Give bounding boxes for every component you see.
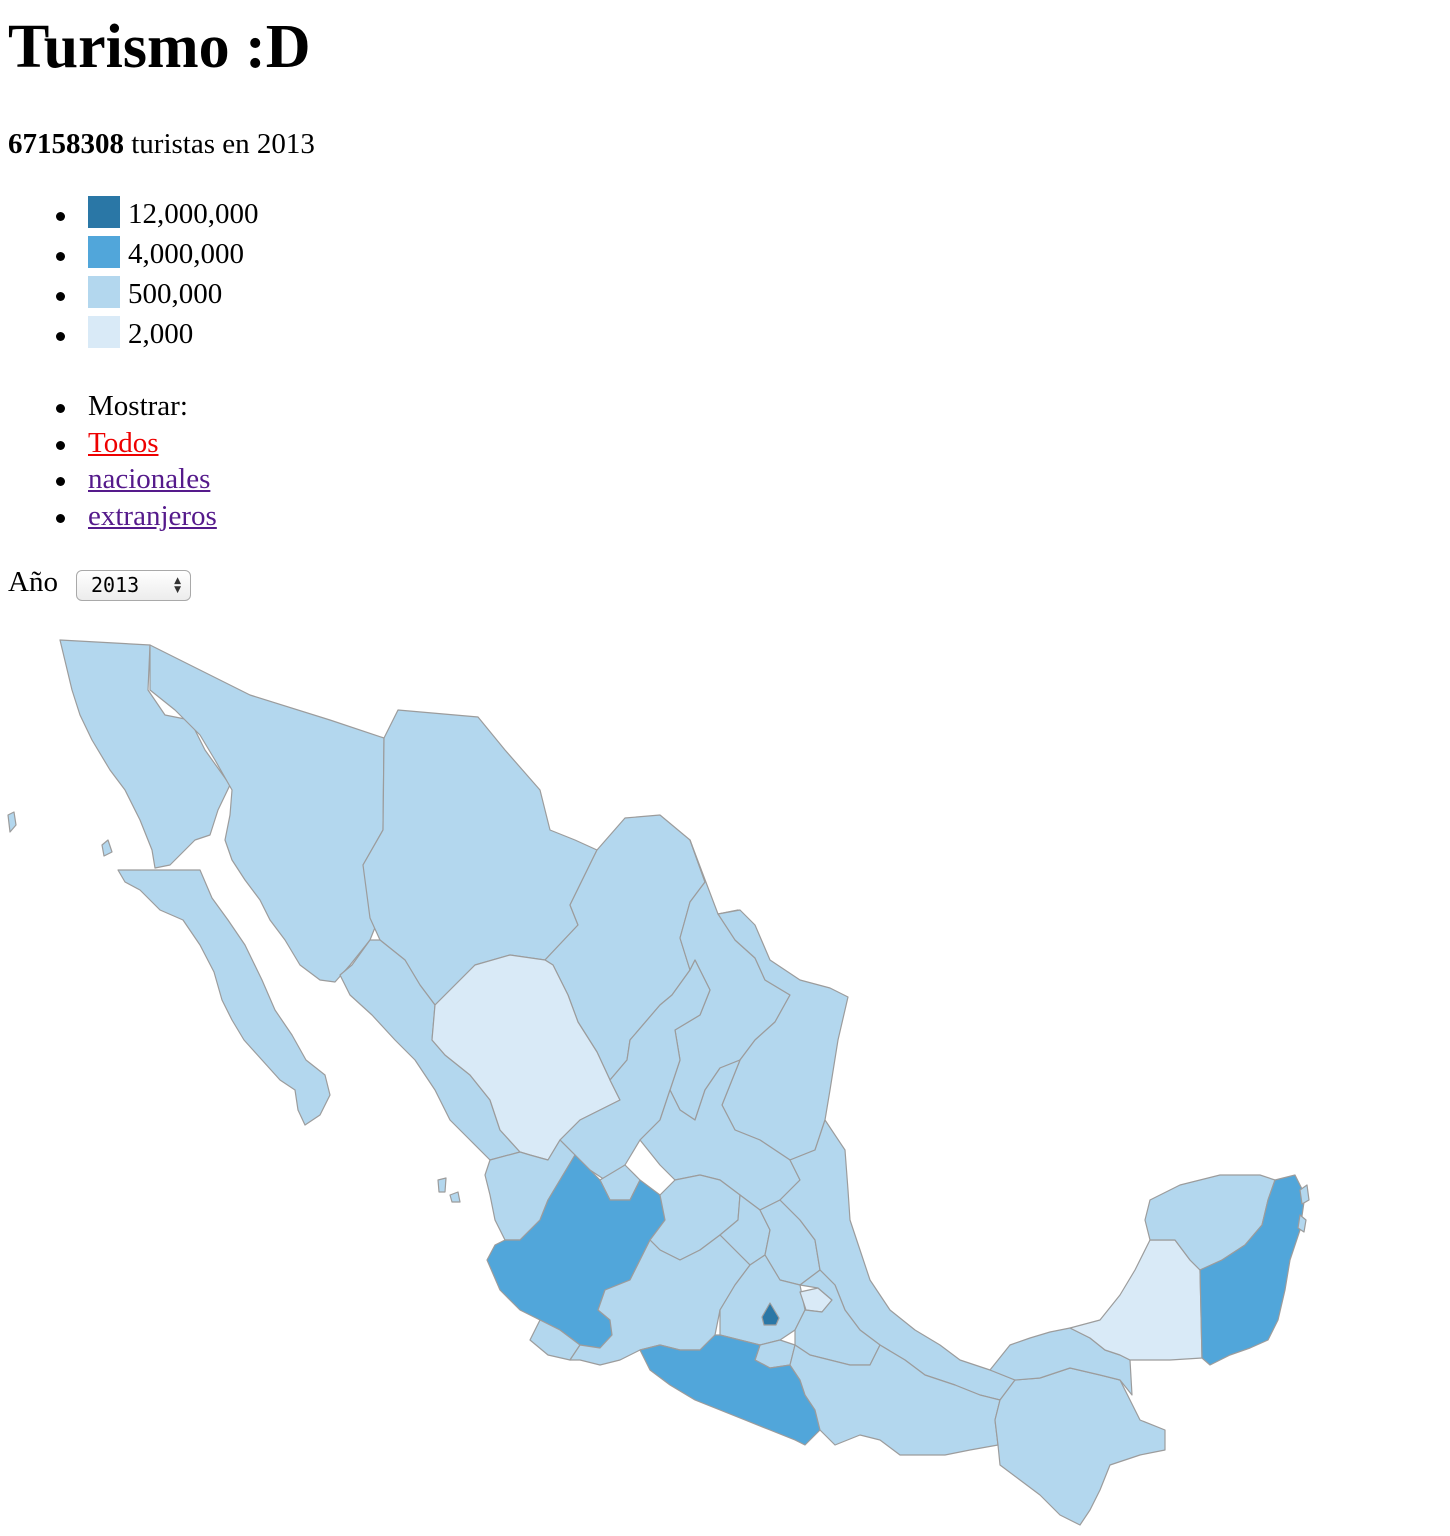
legend-label: 12,000,000 [128,198,259,230]
bullet-icon [56,332,65,341]
tourist-summary: 67158308 turistas en 2013 [8,128,315,161]
filter-item: extranjeros [0,500,217,537]
tourist-summary-suffix: turistas en 2013 [131,128,315,160]
state-ciudad-de-mexico[interactable] [761,1302,780,1326]
filter-link-extranjeros[interactable]: extranjeros [88,499,217,532]
bullet-icon [56,513,65,523]
bullet-icon [56,212,65,221]
island [1297,1214,1307,1233]
year-select-value: 2013 [91,573,140,597]
island [101,839,113,857]
bullet-icon [56,292,65,301]
island [1299,1184,1310,1205]
bullet-icon [56,440,65,450]
legend-label: 4,000,000 [128,238,244,270]
island [449,1191,461,1203]
year-select[interactable]: 2013 ▲ ▼ [76,570,191,601]
legend-item: 2,000 [0,316,193,356]
filter-heading-item: Mostrar: [0,390,217,427]
legend-item: 500,000 [0,276,222,316]
state-chiapas[interactable] [994,1367,1166,1526]
filter-list: Mostrar: Todos nacionales extranjeros [0,390,217,536]
state-baja-california[interactable] [59,639,231,869]
legend-item: 12,000,000 [0,196,259,236]
island [7,811,17,833]
state-baja-california-sur[interactable] [117,869,331,1126]
bullet-icon [56,477,65,486]
year-label: Año [8,566,58,598]
legend-swatch [88,316,120,348]
bullet-icon [56,404,65,413]
filter-heading: Mostrar: [88,390,188,422]
page-title: Turismo :D [8,13,311,81]
legend-label: 2,000 [128,318,194,350]
legend-swatch [88,236,120,268]
island [437,1177,447,1193]
filter-link-todos[interactable]: Todos [88,426,159,459]
mexico-map [7,639,1310,1526]
filter-item: nacionales [0,463,217,500]
select-arrows-icon: ▲ ▼ [174,576,181,595]
filter-item: Todos [0,427,217,464]
bullet-icon [56,252,65,261]
state-oaxaca[interactable] [789,1344,1001,1456]
tourist-total: 67158308 [8,128,124,160]
legend-swatch [88,196,120,228]
legend-label: 500,000 [128,278,223,310]
legend: 12,000,000 4,000,000 500,000 2,000 [0,196,259,356]
legend-item: 4,000,000 [0,236,244,276]
filter-link-nacionales[interactable]: nacionales [88,463,211,495]
legend-swatch [88,276,120,308]
